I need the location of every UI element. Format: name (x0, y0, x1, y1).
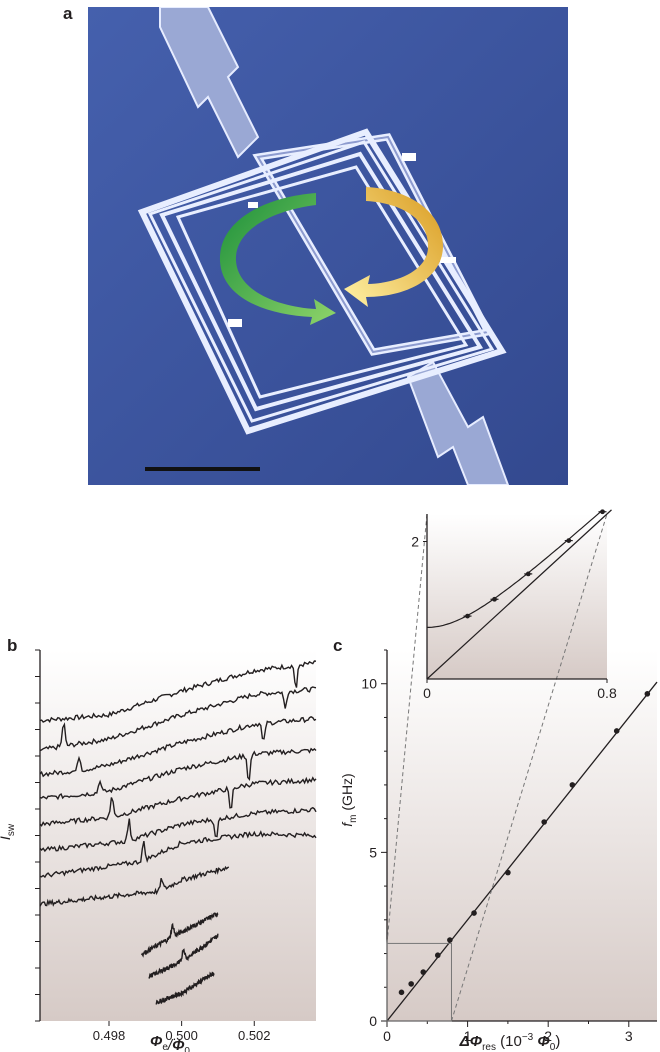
qubit-loops (137, 128, 507, 435)
x-tick-label-b: 0.498 (93, 1028, 126, 1043)
green-arrow (219, 193, 336, 325)
junctions (228, 153, 456, 327)
data-point-c (613, 728, 620, 734)
scale-bar (145, 467, 260, 471)
data-point-c (471, 910, 477, 916)
panel-b-letter: b (7, 636, 18, 655)
inset-y-tick-label: 2 (411, 534, 419, 550)
traces-b (39, 660, 317, 1005)
x-tick-label-c: 1 (464, 1028, 472, 1044)
x-axis-label-c: ΔΦres (10−3 Φ0) (459, 1032, 561, 1052)
y-ticks-b (35, 649, 40, 1022)
data-point-c (434, 952, 441, 959)
data-point-c (569, 782, 576, 788)
trace-line (148, 933, 219, 979)
inset-linear-fit (426, 509, 612, 680)
inset-data-point (465, 613, 470, 619)
panel-a-letter: a (63, 4, 73, 23)
dashed-connector (386, 513, 428, 944)
inset-hyperbolic-fit (427, 509, 603, 628)
trace-line (39, 776, 317, 827)
x-tick-label-c: 2 (544, 1028, 552, 1044)
x-tick-label-c: 3 (625, 1028, 633, 1044)
x-tick-label-b: 0.502 (238, 1028, 271, 1043)
lead-top (159, 7, 260, 159)
chart-b: 0.498 0.500 0.502 Isw Φe/Φ0 (0, 649, 317, 1052)
main-plot-c: 0 5 10 0 1 2 3 (361, 513, 658, 1044)
y-tick-label-c: 10 (361, 676, 377, 692)
trace-line (39, 747, 317, 801)
x-axis-label-b: Φe/Φ0 (150, 1033, 190, 1052)
inset-x-tick-label: 0 (423, 685, 431, 701)
circulating-current-arrows (219, 187, 444, 325)
data-point-c (408, 981, 414, 987)
x-tick-label-c: 0 (383, 1028, 391, 1044)
data-point-c (447, 937, 453, 943)
trace-line (39, 686, 317, 752)
inset-data-point (492, 596, 497, 602)
plot-area-b (40, 650, 316, 1021)
zoom-box (386, 942, 452, 1022)
data-point-c (398, 989, 405, 996)
panel-c-letter: c (333, 636, 343, 655)
x-tick-label-b: 0.500 (165, 1028, 198, 1043)
fit-line-c (386, 681, 658, 1022)
sem-micrograph (88, 7, 568, 485)
inset-data-point (525, 571, 531, 577)
trace-line (141, 911, 219, 958)
y-axis-label-b: Isw (0, 823, 17, 840)
dashed-connector (450, 513, 608, 1022)
y-axis-label-c: fm (GHz) (339, 773, 359, 826)
inset-plot-c: 0 0.82 (411, 509, 617, 701)
data-point-c (420, 969, 427, 975)
trace-line (39, 806, 317, 853)
lead-bottom (406, 360, 510, 485)
trace-line (39, 830, 317, 879)
inset-x-tick-label: 0.8 (597, 685, 617, 701)
data-point-c (541, 819, 547, 825)
y-tick-label-c: 5 (369, 844, 377, 860)
trace-line (39, 716, 317, 778)
data-point-c (505, 869, 511, 876)
data-point-c (644, 691, 651, 697)
trace-line (39, 865, 230, 907)
y-tick-label-c: 0 (369, 1013, 377, 1029)
trace-line (155, 971, 215, 1005)
trace-line (39, 660, 317, 724)
inset-data-point (566, 538, 572, 544)
plot-area-c (387, 650, 657, 1021)
yellow-arrow (344, 187, 444, 307)
x-ticks-b: 0.498 0.500 0.502 (93, 1021, 271, 1043)
inset-data-point (600, 509, 605, 515)
